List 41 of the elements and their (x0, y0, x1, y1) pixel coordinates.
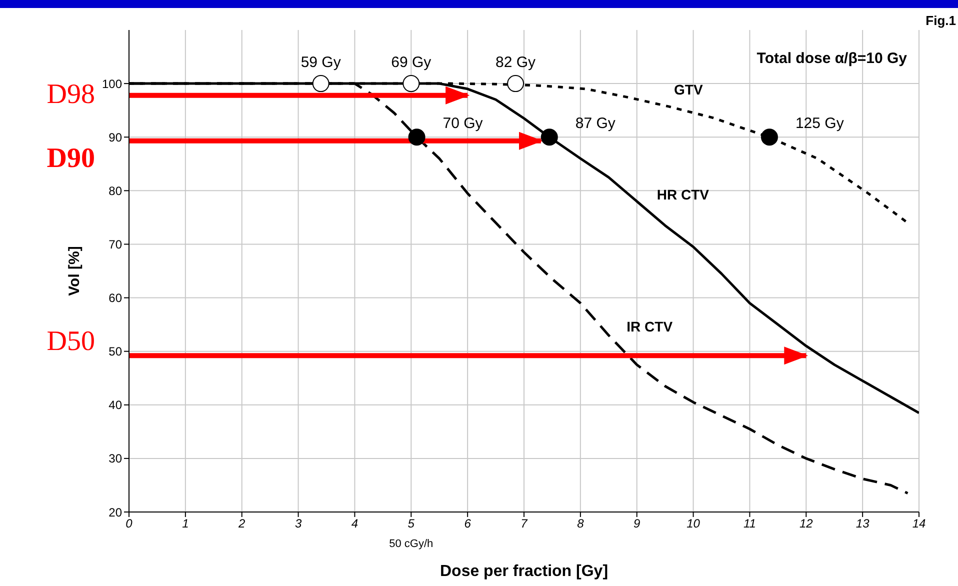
y-tick-label: 90 (108, 130, 122, 144)
annotation: D50 (46, 326, 95, 358)
annotation: 70 Gy (442, 115, 483, 132)
y-tick-label: 30 (108, 452, 122, 466)
annotation: 87 Gy (575, 115, 616, 132)
annotation: 125 Gy (795, 115, 844, 132)
series-label: IR CTV (626, 318, 674, 334)
x-axis-title: Dose per fraction [Gy] (440, 563, 608, 580)
x-tick-label: 6 (464, 516, 472, 531)
caption: Fig.1 (926, 12, 956, 29)
y-tick-label: 80 (108, 184, 122, 198)
annotation: 69 Gy (390, 54, 432, 71)
annotation: Total dose α/β=10 Gy (756, 50, 907, 67)
y-tick-label: 100 (102, 76, 122, 91)
y-tick-label: 20 (108, 505, 122, 520)
series-label: GTV (674, 82, 704, 98)
x-tick-label: 11 (743, 516, 756, 531)
y-tick-label: 60 (108, 291, 122, 306)
x-tick-label: 4 (351, 516, 358, 531)
x-tick-label: 14 (912, 516, 926, 531)
x-tick-label: 0 (126, 516, 133, 531)
series-label: HR CTV (656, 186, 710, 202)
x-tick-label: 10 (686, 516, 700, 531)
x-tick-label: 7 (520, 516, 529, 531)
y-axis-title: Vol [%] (66, 246, 83, 296)
annotation: 59 Gy (300, 54, 342, 71)
y-tick-label: 70 (108, 237, 122, 252)
x-tick-label: 2 (238, 516, 246, 531)
annotation: D90 (46, 142, 95, 175)
x-tick-label: 13 (856, 516, 870, 531)
x-tick-label: 3 (294, 516, 302, 531)
y-tick-label: 40 (108, 398, 122, 412)
text: 50 cGy/h (388, 537, 434, 552)
x-tick-label: 12 (799, 516, 814, 531)
x-tick-label: 9 (634, 516, 641, 531)
annotation: 82 Gy (494, 54, 537, 71)
x-tick-label: 8 (577, 516, 584, 531)
x-tick-label: 5 (408, 516, 415, 531)
y-tick-label: 50 (108, 344, 122, 359)
annotation: D98 (46, 79, 95, 112)
x-tick-label: 1 (182, 516, 189, 531)
